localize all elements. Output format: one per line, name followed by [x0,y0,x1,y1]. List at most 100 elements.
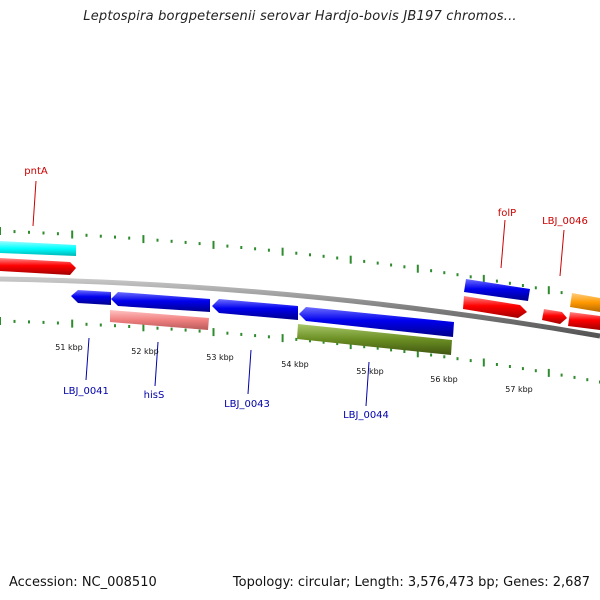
upper-tick-2 [28,230,30,234]
gene-folP-red [463,296,527,318]
chromosome-backbone [0,276,600,339]
upper-tick-34 [469,275,472,279]
upper-tick-5 [71,230,74,239]
lower-tick-12 [170,327,173,331]
upper-tick-17 [240,246,243,249]
lower-tick-35 [482,358,485,367]
gene-label-lbj0043[interactable]: LBJ_0043 [224,399,270,410]
gene-pntA-red [0,258,76,275]
kbp-label-55: 55 kbp [356,367,384,376]
lower-tick-25 [349,341,352,350]
gene-pntA-cyan [0,241,76,256]
lower-tick-29 [403,350,406,353]
upper-tick-33 [456,273,459,277]
gene-lbj0044 [299,307,454,337]
gene-lbj0046-red-small [542,309,567,324]
page-title: Leptospira borgpetersenii serovar Hardjo… [83,9,517,24]
kbp-label-56: 56 kbp [430,375,458,384]
lower-tick-19 [267,335,270,339]
gene-hisS-pink [110,310,209,330]
upper-tick-11 [156,238,159,242]
upper-tick-37 [508,281,511,285]
kbp-label-57: 57 kbp [505,385,533,394]
lower-tick-6 [85,322,88,326]
upper-tick-15 [212,240,215,249]
lower-tick-8 [114,324,116,328]
upper-tick-16 [226,244,229,248]
lower-tick-18 [254,334,257,338]
upper-tick-6 [85,233,88,237]
lower-tick-3 [42,320,45,324]
accession-label: Accession: NC_008510 [9,575,157,590]
gene-label-hisS[interactable]: hisS [144,390,165,401]
upper-tick-21 [295,251,298,255]
upper-tick-36 [495,279,498,283]
lower-tick-32 [443,355,446,359]
lower-tick-1 [13,319,16,323]
gene-label-lbj0046[interactable]: LBJ_0046 [542,216,588,227]
upper-tick-12 [170,239,173,243]
upper-tick-10 [142,235,145,244]
gene-lbj0044-olive [297,324,452,355]
upper-tick-0 [0,227,1,235]
lower-tick-21 [295,337,298,341]
gene-lbj0046-orange [570,293,600,312]
gene-folP-blue [464,279,530,301]
gene-lbj0043 [212,299,298,320]
upper-tick-4 [56,232,59,236]
lower-tick-41 [560,373,563,377]
kbp-label-54: 54 kbp [281,360,309,369]
lower-tick-2 [28,320,30,324]
lower-tick-16 [226,331,229,335]
gene-label-lbj0041[interactable]: LBJ_0041 [63,386,109,397]
lower-tick-13 [184,328,187,332]
upper-tick-35 [482,274,485,283]
kbp-label-52: 52 kbp [131,347,159,356]
gene-hisS [111,292,210,312]
gene-label-folP[interactable]: folP [498,208,516,219]
label-connectors [32,180,565,407]
lower-tick-26 [363,345,366,349]
lower-tick-10 [142,323,145,332]
lower-tick-28 [390,348,393,352]
kbp-label-51: 51 kbp [55,343,83,352]
upper-tick-19 [267,248,270,252]
upper-tick-28 [390,263,393,267]
lower-tick-17 [240,332,243,336]
kbp-label-53: 53 kbp [206,353,234,362]
upper-tick-26 [363,259,366,263]
upper-tick-20 [281,247,284,256]
gene-label-pntA[interactable]: pntA [24,166,48,177]
lower-tick-20 [281,334,284,343]
upper-tick-27 [376,261,379,265]
upper-tick-24 [336,256,339,260]
upper-tick-41 [560,291,563,295]
lower-tick-5 [71,319,74,328]
upper-tick-38 [521,284,524,287]
lower-tick-14 [198,329,201,333]
reverse-strand-genes [71,290,454,355]
upper-tick-1 [13,230,16,234]
genome-stats: Topology: circular; Length: 3,576,473 bp… [232,575,590,590]
upper-tick-40 [547,286,550,295]
lower-tick-37 [508,365,511,368]
lower-tick-34 [469,359,472,363]
upper-tick-8 [114,235,116,239]
gene-lbj0046-red [568,312,600,330]
lower-tick-0 [0,317,1,325]
lower-tick-27 [376,346,379,350]
upper-tick-39 [534,286,537,290]
gene-lbj0041 [71,290,111,305]
upper-tick-25 [349,255,352,264]
lower-tick-43 [586,378,589,382]
upper-tick-track [0,227,600,302]
lower-tick-38 [521,367,524,371]
gene-label-lbj0044[interactable]: LBJ_0044 [343,410,389,421]
lower-tick-15 [212,328,215,337]
upper-tick-9 [128,236,131,240]
upper-tick-22 [309,253,311,257]
lower-tick-33 [456,357,459,361]
lower-tick-track [0,317,600,384]
lower-tick-7 [99,323,102,327]
